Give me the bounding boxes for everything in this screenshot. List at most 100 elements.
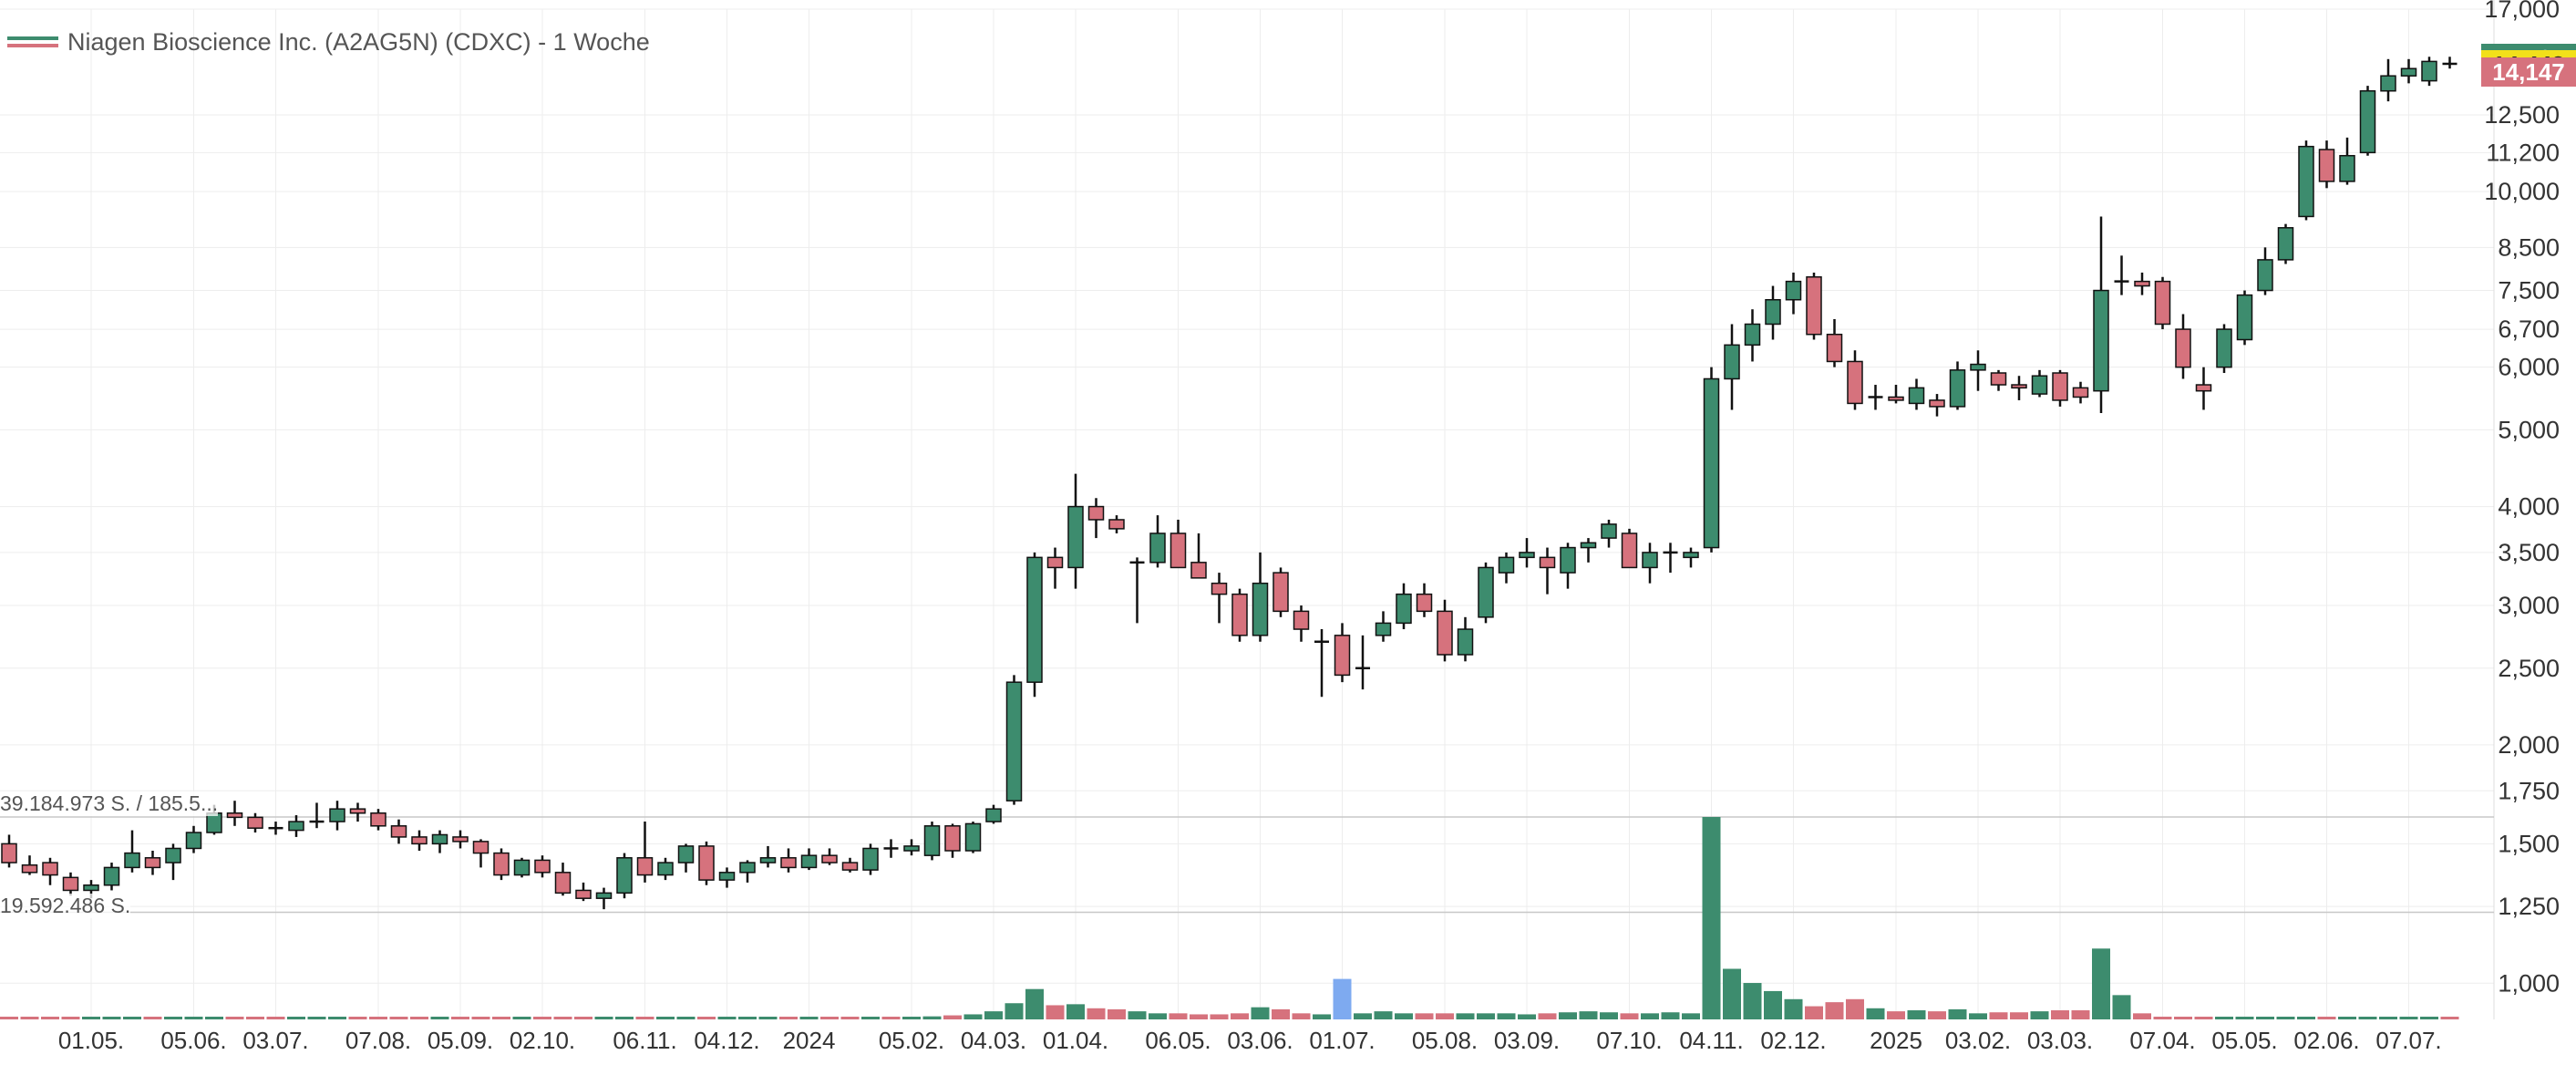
x-tick-label: 05.06. <box>160 1027 226 1054</box>
candle-body <box>2011 384 2027 389</box>
volume-bar <box>615 1017 634 1019</box>
x-tick-label: 04.03. <box>961 1027 1026 1054</box>
volume-bar <box>1661 1012 1680 1019</box>
volume-bar <box>1989 1012 2008 1019</box>
candle-body <box>2134 280 2150 287</box>
candle-body <box>616 857 633 894</box>
volume-bar <box>2010 1012 2028 1019</box>
volume-bar <box>963 1014 983 1019</box>
candle-body <box>1026 556 1043 683</box>
volume-bar <box>1641 1013 1659 1019</box>
x-tick-label: 03.02. <box>1945 1027 2011 1054</box>
volume-bar <box>246 1017 264 1019</box>
volume-bar <box>82 1017 100 1019</box>
x-tick-label: 05.02. <box>879 1027 944 1054</box>
candle-body <box>390 825 407 838</box>
candle-body <box>2052 372 2068 401</box>
candle-body <box>1 843 17 863</box>
candle-body <box>1170 532 1187 569</box>
x-tick-label: 03.03. <box>2027 1027 2093 1054</box>
volume-bar <box>2399 1017 2418 1019</box>
volume-bar <box>1210 1014 1229 1019</box>
volume-bar <box>943 1015 962 1019</box>
candle-body <box>2236 294 2253 341</box>
candle-body <box>1765 298 1781 326</box>
y-tick-label: 7,500 <box>2498 277 2560 305</box>
y-tick-label: 5,000 <box>2498 416 2560 443</box>
gridlines <box>0 0 2495 1019</box>
y-tick-label: 6,700 <box>2498 315 2560 343</box>
y-tick-label: 8,500 <box>2498 233 2560 261</box>
volume-bar <box>840 1017 860 1019</box>
candle-body <box>329 808 345 822</box>
volume-bar <box>1005 1003 1024 1019</box>
candle-body <box>2072 387 2089 398</box>
volume-bar <box>1169 1013 1188 1019</box>
x-tick-label: 07.10. <box>1596 1027 1662 1054</box>
candle-body <box>1231 593 1248 636</box>
y-tick-label: 12,500 <box>2484 101 2560 129</box>
candle-body <box>554 872 572 894</box>
candle-body <box>349 808 366 814</box>
candle-body <box>21 863 38 874</box>
volume-bar <box>1743 983 1762 1019</box>
volume-bar <box>2174 1017 2192 1019</box>
volume-bar <box>451 1017 469 1019</box>
candle-body <box>985 808 1002 822</box>
volume-bar <box>2215 1017 2233 1019</box>
candle-body <box>595 892 613 899</box>
candle-body <box>1703 377 1720 549</box>
volume-bar <box>1477 1013 1495 1019</box>
volume-bar <box>348 1017 367 1019</box>
candle-body <box>165 847 181 863</box>
legend-swatch-icon <box>7 36 58 48</box>
x-tick-label: 01.05. <box>58 1027 124 1054</box>
candle-body <box>1785 280 1802 301</box>
volume-bar <box>717 1017 737 1019</box>
volume-bar <box>1805 1006 1823 1019</box>
volume-bar <box>205 1017 223 1019</box>
candle-body <box>2154 280 2171 326</box>
x-tick-label: 07.08. <box>345 1027 411 1054</box>
x-tick-label: 05.09. <box>428 1027 493 1054</box>
x-tick-label: 05.05. <box>2211 1027 2277 1054</box>
candle-body <box>103 866 120 886</box>
candle-body <box>1601 523 1617 539</box>
candle-body <box>1847 360 1863 405</box>
volume-bar <box>2051 1010 2069 1019</box>
volume-bar <box>307 1017 326 1019</box>
candle-body <box>1211 582 1228 595</box>
candle-body <box>1519 552 1535 559</box>
candle-body <box>1457 628 1474 656</box>
candle-body <box>1970 363 1986 371</box>
candle-body <box>493 852 510 876</box>
candle-body <box>1990 372 2007 386</box>
candle-body <box>370 812 386 827</box>
volume-bar <box>2276 1017 2295 1019</box>
low-price-badge: 14,147 <box>2481 57 2576 88</box>
chart-legend[interactable]: Niagen Bioscience Inc. (A2AG5N) (CDXC) -… <box>7 24 650 60</box>
y-tick-label: 4,000 <box>2498 493 2560 521</box>
volume-area <box>0 817 2459 1019</box>
volume-bar <box>861 1017 880 1019</box>
y-tick-label: 6,000 <box>2498 354 2560 381</box>
volume-bar <box>1518 1014 1536 1019</box>
candle-body <box>1046 556 1064 569</box>
candle-body <box>513 859 531 876</box>
x-tick-label: 01.07. <box>1309 1027 1375 1054</box>
candle-body <box>2277 227 2294 261</box>
volume-bar <box>1559 1012 1577 1019</box>
volume-bar <box>143 1017 162 1019</box>
volume-bar <box>656 1017 675 1019</box>
y-tick-label: 1,250 <box>2498 893 2560 920</box>
candle-body <box>841 862 859 871</box>
candle-body <box>903 845 920 852</box>
volume-bar <box>123 1017 141 1019</box>
volume-bar <box>2358 1017 2377 1019</box>
candle-body <box>2339 154 2355 182</box>
candle-body <box>698 845 715 881</box>
candle-body <box>472 841 489 854</box>
candle-body <box>1580 542 1597 549</box>
candle-body <box>2257 259 2273 292</box>
